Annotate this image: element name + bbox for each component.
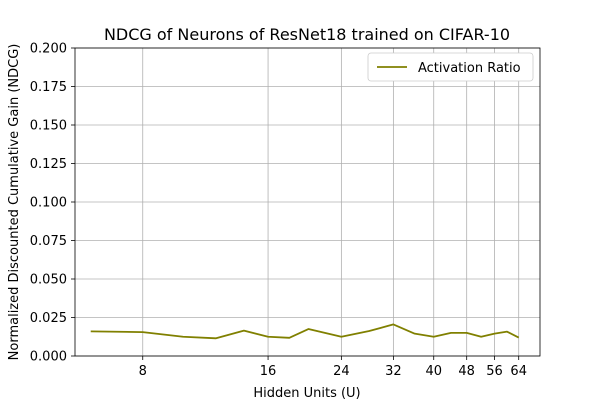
- legend-box: [367, 52, 534, 82]
- x-tick-label: 40: [425, 364, 442, 379]
- x-tick-label: 24: [333, 364, 350, 379]
- legend: Activation Ratio: [367, 52, 534, 82]
- legend-label-activation-ratio: Activation Ratio: [418, 61, 521, 76]
- y-axis-label: Normalized Discounted Cumulative Gain (N…: [7, 44, 22, 361]
- x-tick-label: 16: [260, 364, 277, 379]
- y-tick-label: 0.100: [30, 196, 67, 211]
- y-tick-label: 0.025: [30, 311, 67, 326]
- series-layer: [90, 323, 520, 340]
- tick-layer: 8 16 24 32 40 48 56 64 0.000 0.025 0.050 0.075 0.100…: [30, 42, 527, 380]
- x-tick-label: 56: [486, 364, 503, 379]
- x-tick-label: 48: [458, 364, 475, 379]
- y-tick-label: 0.075: [30, 234, 67, 249]
- chart-title: NDCG of Neurons of ResNet18 trained on C…: [104, 25, 510, 44]
- x-axis-label: Hidden Units (U): [253, 386, 360, 400]
- y-tick-label: 0.050: [30, 273, 67, 288]
- y-tick-label: 0.200: [30, 42, 67, 57]
- x-tick-label: 32: [385, 364, 402, 379]
- y-tick-label: 0.175: [30, 80, 67, 95]
- y-tick-label: 0.125: [30, 157, 67, 172]
- series-line-activation-ratio: [90, 323, 520, 340]
- y-tick-label: 0.000: [30, 350, 67, 365]
- x-tick-label: 8: [139, 364, 147, 379]
- y-tick-label: 0.150: [30, 119, 67, 134]
- x-tick-label: 64: [510, 364, 527, 379]
